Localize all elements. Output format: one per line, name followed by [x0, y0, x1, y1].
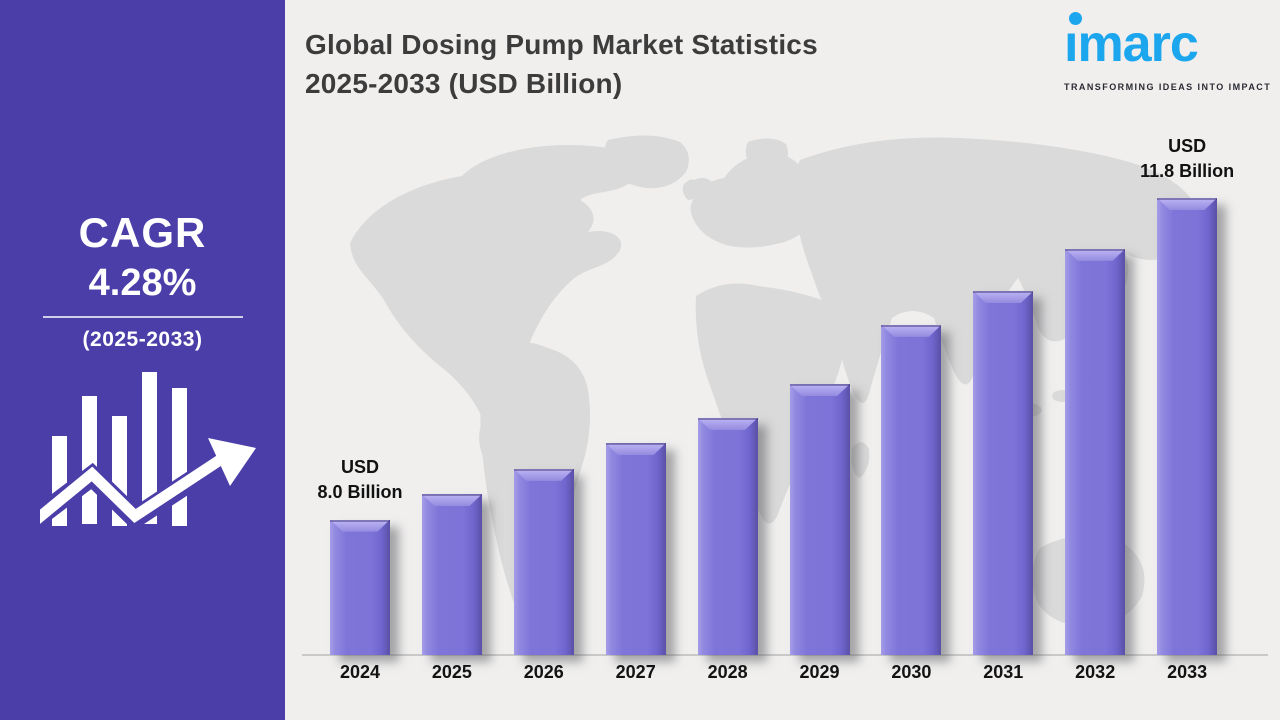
bar-2024 [330, 519, 390, 655]
x-axis-label-2029: 2029 [799, 662, 840, 682]
growth-chart-arrow-icon [32, 368, 260, 533]
bar-2027 [605, 443, 666, 655]
x-axis-label-2031: 2031 [983, 662, 1024, 682]
value-annotation-2033: USD 11.8 Billion [1140, 135, 1235, 181]
cagr-label: CAGR [78, 209, 207, 256]
bar-2033 [1157, 198, 1218, 655]
x-axis-line [302, 654, 1268, 656]
bar-2029 [789, 384, 850, 655]
cagr-period: (2025-2033) [82, 328, 203, 351]
imarc-logo: ımarc TRANSFORMING IDEAS INTO IMPACT [1064, 6, 1272, 92]
x-axis-label-2028: 2028 [707, 662, 748, 682]
bar-2032 [1065, 248, 1126, 655]
cagr-block: CAGR 4.28% (2025-2033) [0, 212, 285, 352]
chart-title-line1: Global Dosing Pump Market Statistics [305, 29, 818, 60]
x-axis-label-2032: 2032 [1075, 662, 1116, 682]
x-axis-label-2026: 2026 [523, 662, 564, 682]
bar-2026 [513, 468, 574, 655]
bar-2028 [697, 418, 758, 655]
bar-2025 [421, 494, 482, 655]
x-axis-label-2030: 2030 [891, 662, 932, 682]
logo-wordmark-wrap: ımarc [1064, 6, 1264, 80]
sidebar: CAGR 4.28% (2025-2033) [0, 0, 285, 720]
cagr-value: 4.28% [88, 262, 197, 304]
chart-title: Global Dosing Pump Market Statistics 2025… [305, 26, 1035, 103]
x-axis-label-2025: 2025 [431, 662, 472, 682]
value-annotation-2024: USD 8.0 Billion [317, 457, 403, 503]
chart-title-line2: 2025-2033 (USD Billion) [305, 67, 623, 99]
bar-2030 [881, 324, 942, 655]
x-axis-label-2033: 2033 [1167, 662, 1208, 682]
x-axis-label-2024: 2024 [339, 662, 381, 682]
cagr-divider [42, 316, 243, 318]
x-axis-label-2027: 2027 [615, 662, 656, 682]
logo-wordmark: ımarc [1064, 15, 1199, 73]
logo-tagline: TRANSFORMING IDEAS INTO IMPACT [1064, 82, 1272, 92]
bar-2031 [973, 291, 1034, 655]
logo-dot-icon [1069, 12, 1082, 25]
